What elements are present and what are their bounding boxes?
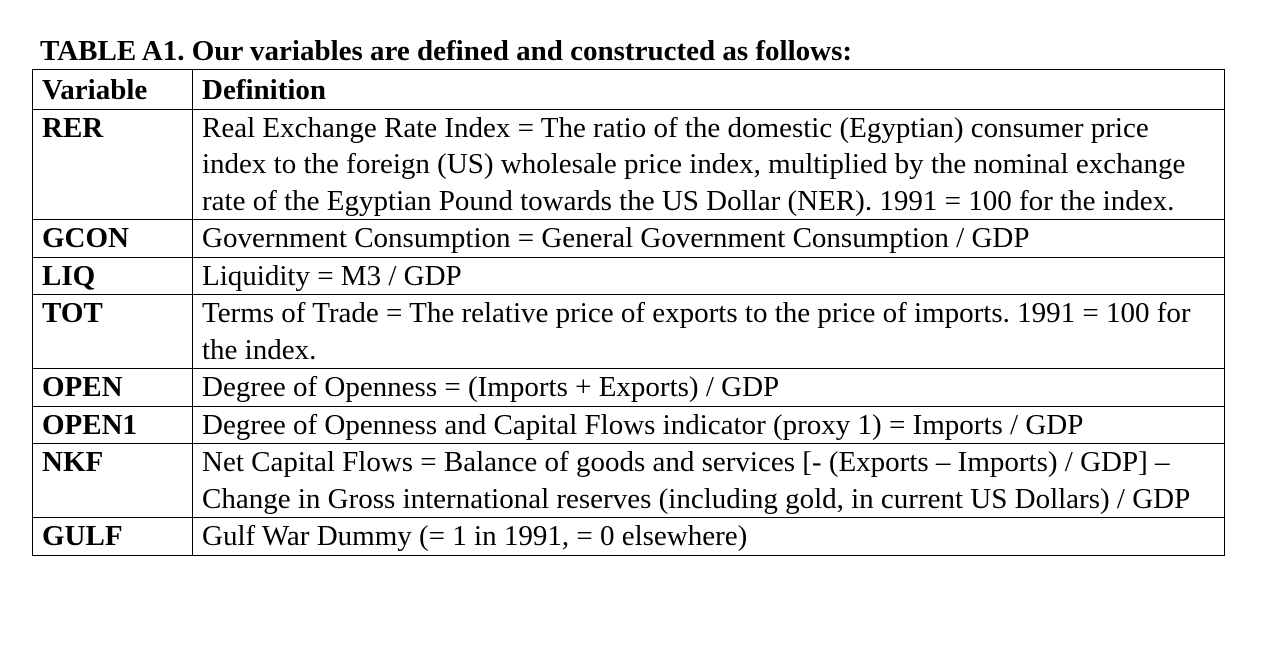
variable-cell: RER [32,108,193,220]
table-caption: TABLE A1. Our variables are defined and … [40,35,853,67]
table-row: OPEN Degree of Openness = (Imports + Exp… [32,368,1225,407]
table-row: RER Real Exchange Rate Index = The ratio… [32,108,1225,220]
variable-cell: GCON [32,219,193,258]
variable-cell: TOT [32,294,193,369]
variable-cell: OPEN1 [32,405,193,444]
variable-cell: GULF [32,517,193,556]
definition-cell: Real Exchange Rate Index = The ratio of … [192,108,1225,220]
table-header-row: Variable Definition [32,69,1225,110]
table-row: OPEN1 Degree of Openness and Capital Flo… [32,405,1225,444]
definition-cell: Gulf War Dummy (= 1 in 1991, = 0 elsewhe… [192,517,1225,556]
definition-cell: Terms of Trade = The relative price of e… [192,294,1225,369]
column-header-variable: Variable [32,69,193,110]
table-row: GULF Gulf War Dummy (= 1 in 1991, = 0 el… [32,517,1225,556]
table-row: TOT Terms of Trade = The relative price … [32,294,1225,369]
variable-cell: OPEN [32,368,193,407]
variable-cell: LIQ [32,256,193,295]
definition-cell: Degree of Openness and Capital Flows ind… [192,405,1225,444]
definition-cell: Liquidity = M3 / GDP [192,256,1225,295]
variable-cell: NKF [32,443,193,518]
definition-cell: Degree of Openness = (Imports + Exports)… [192,368,1225,407]
column-header-definition: Definition [192,69,1225,110]
table-row: NKF Net Capital Flows = Balance of goods… [32,443,1225,518]
definition-cell: Government Consumption = General Governm… [192,219,1225,258]
definition-cell: Net Capital Flows = Balance of goods and… [192,443,1225,518]
table-row: LIQ Liquidity = M3 / GDP [32,256,1225,295]
table-row: GCON Government Consumption = General Go… [32,219,1225,258]
variables-table: Variable Definition RER Real Exchange Ra… [32,69,1225,556]
